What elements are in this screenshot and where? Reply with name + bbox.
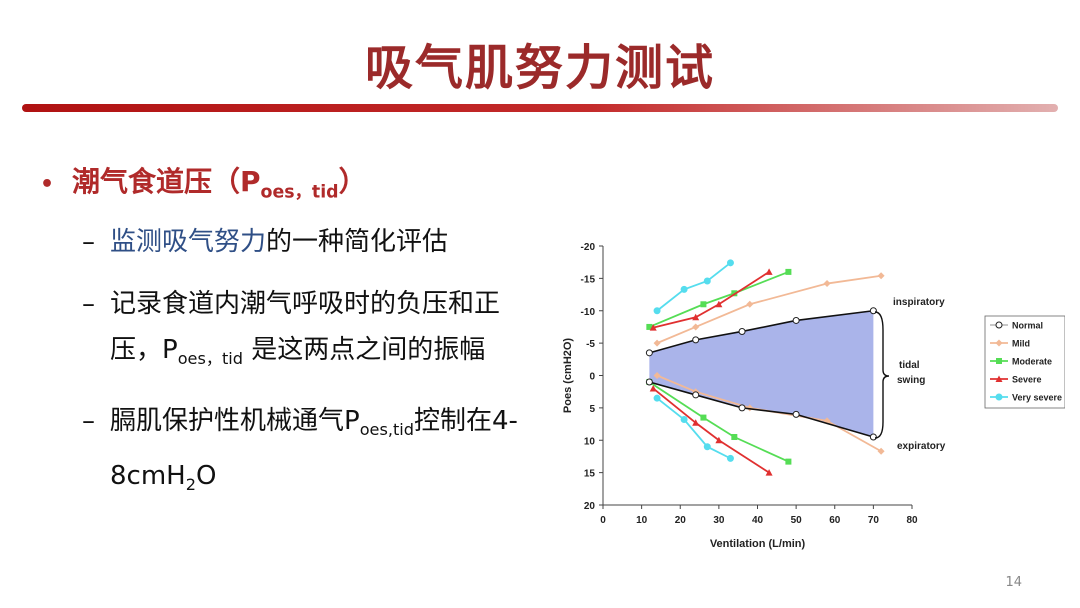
data-point	[785, 458, 792, 465]
sub-item-3: – 膈肌保护性机械通气Poes,tid控制在4- 8cmH2O	[82, 398, 560, 508]
y-tick-label: -20	[581, 242, 596, 253]
data-point	[649, 324, 657, 331]
y-tick-label: -15	[581, 274, 596, 285]
data-point	[877, 272, 885, 280]
highlight-text: 监测吸气努力	[110, 226, 267, 257]
x-tick-label: 70	[868, 515, 880, 526]
legend-marker	[996, 358, 1002, 364]
bullet-dot-icon: •	[40, 172, 55, 197]
legend-label: Normal	[1012, 321, 1043, 331]
data-point	[692, 323, 700, 331]
data-point	[785, 268, 792, 275]
tidal-swing-brace	[874, 311, 890, 439]
bullet-text: 潮气食道压（Poes，tid）	[72, 165, 367, 203]
data-point	[877, 447, 885, 455]
series-line-very-severe-expiratory	[656, 397, 731, 460]
data-point	[692, 391, 700, 399]
tidal-swing-area	[649, 310, 874, 438]
y-tick-label: 0	[589, 372, 595, 383]
series-line-moderate-inspiratory	[649, 271, 789, 328]
y-tick-label: -5	[586, 339, 595, 350]
series-line-severe-inspiratory	[652, 271, 770, 329]
legend-label: Moderate	[1012, 357, 1052, 367]
data-point	[726, 454, 734, 462]
x-tick-label: 40	[752, 515, 764, 526]
poes-ventilation-chart: 0 10 20 30 40 50 60 70 80 -20 -15 -10 -5 0 5 10 15 20 Vent…	[562, 242, 1065, 550]
x-tick-label: 30	[713, 515, 725, 526]
data-point	[869, 433, 877, 441]
y-tick-label: -10	[581, 307, 596, 318]
x-tick-label: 80	[906, 515, 918, 526]
x-tick-label: 10	[636, 515, 648, 526]
legend-marker	[995, 375, 1003, 382]
y-tick-label: 20	[584, 501, 596, 512]
legend-label: Very severe	[1012, 393, 1062, 403]
annotation-inspiratory: inspiratory	[893, 297, 945, 308]
data-point	[792, 410, 800, 418]
data-point	[700, 301, 707, 308]
data-point	[645, 349, 653, 357]
data-point	[869, 307, 877, 315]
data-point	[653, 372, 661, 379]
annotation-expiratory: expiratory	[897, 441, 946, 452]
slide-content: • 潮气食道压（Poes，tid） – 监测吸气努力的一种简化评估 – 记录食道…	[40, 160, 560, 508]
data-point	[692, 336, 700, 344]
data-point	[703, 443, 711, 451]
title-divider	[22, 104, 1058, 112]
x-axis-label: Ventilation (L/min)	[710, 538, 806, 550]
legend-marker	[995, 339, 1003, 347]
data-point	[731, 434, 738, 441]
data-point	[692, 419, 700, 426]
sub-item-1: – 监测吸气努力的一种简化评估	[82, 219, 560, 265]
dash-icon: –	[82, 288, 95, 319]
x-tick-label: 60	[829, 515, 841, 526]
slide-title: 吸气肌努力测试	[364, 40, 715, 96]
data-point	[715, 300, 723, 308]
x-tick-label: 50	[791, 515, 803, 526]
y-tick-label: 5	[589, 404, 595, 415]
data-point	[792, 316, 800, 324]
data-point	[726, 259, 734, 267]
data-point	[653, 307, 661, 315]
data-point	[700, 414, 707, 421]
bullet-heading: • 潮气食道压（Poes，tid）	[40, 160, 560, 203]
data-point	[746, 300, 754, 308]
data-point	[692, 313, 700, 321]
data-point	[738, 404, 746, 412]
page-number: 14	[1005, 575, 1022, 590]
series-line-very-severe-inspiratory	[656, 262, 732, 312]
annotation-tidal: tidal	[899, 360, 920, 371]
data-point	[653, 339, 661, 347]
x-tick-label: 20	[675, 515, 687, 526]
data-point	[703, 277, 711, 285]
data-point	[738, 327, 746, 335]
legend-marker	[995, 321, 1003, 329]
data-point	[746, 404, 754, 412]
data-point	[649, 384, 657, 392]
data-point	[680, 416, 688, 424]
legend-marker	[995, 393, 1003, 401]
dash-icon: –	[82, 226, 95, 257]
series-line-severe-expiratory	[652, 387, 770, 474]
data-point	[646, 323, 653, 330]
data-point	[645, 378, 653, 386]
data-point	[823, 280, 831, 288]
y-tick-label: 10	[584, 436, 596, 447]
data-point	[715, 436, 723, 444]
sub-item-2: – 记录食道内潮气呼吸时的负压和正 压，Poes，tid 是这两点之间的振幅	[82, 281, 560, 382]
data-point	[765, 268, 773, 275]
annotation-swing: swing	[897, 375, 925, 386]
legend-label: Mild	[1012, 339, 1030, 349]
legend-label: Severe	[1012, 375, 1042, 385]
y-axis-label: Poes (cmH2O)	[562, 338, 574, 414]
dash-icon: –	[82, 405, 95, 436]
data-point	[653, 394, 661, 402]
y-tick-label: 15	[584, 469, 596, 480]
data-point	[680, 285, 688, 293]
x-tick-label: 0	[600, 515, 606, 526]
data-point	[765, 469, 773, 476]
series-line-moderate-expiratory	[648, 381, 789, 463]
